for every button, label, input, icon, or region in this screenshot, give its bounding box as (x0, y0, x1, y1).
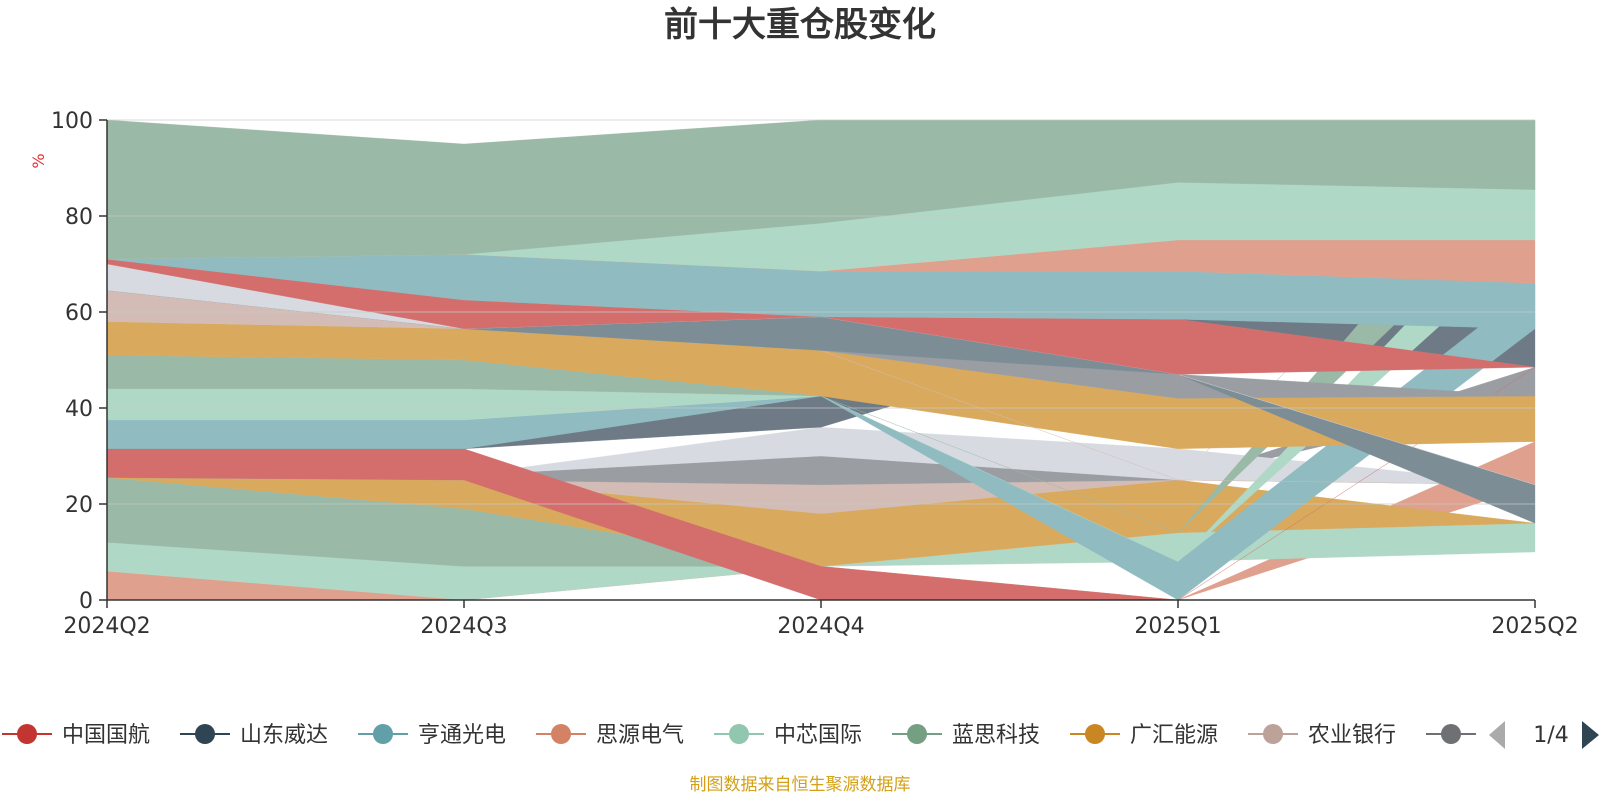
y-tick-label: 80 (65, 205, 93, 230)
legend-marker-icon (551, 724, 571, 744)
legend-item: 蓝思科技 (892, 723, 1040, 748)
x-tick-label: 2024Q3 (420, 614, 507, 639)
legend-marker-icon (373, 724, 393, 744)
y-tick-label: 60 (65, 301, 93, 326)
x-tick-label: 2025Q2 (1491, 614, 1578, 639)
legend: 中国国航 山东威达 亨通光电 思源电气 中芯国际 蓝思科技 广汇能源 农业银行 1/4 (2, 721, 1599, 749)
axes: 0 20 40 60 80 100 2024Q2 2024Q3 2024Q4 2025Q1 2025… (51, 109, 1579, 639)
legend-label: 中芯国际 (774, 723, 862, 748)
legend-items: 中国国航 山东威达 亨通光电 思源电气 中芯国际 蓝思科技 广汇能源 农业银行 (2, 723, 1476, 748)
legend-label: 广汇能源 (1130, 723, 1218, 748)
y-tick-label: 0 (79, 589, 93, 614)
legend-marker-icon (729, 724, 749, 744)
legend-label: 亨通光电 (418, 723, 506, 748)
plot-area (106, 119, 1536, 601)
legend-label: 农业银行 (1308, 723, 1396, 748)
pager-label: 1/4 (1533, 723, 1568, 748)
legend-item: 广汇能源 (1070, 723, 1218, 748)
y-tick-label: 20 (65, 493, 93, 518)
legend-item: 山东威达 (180, 723, 328, 748)
legend-marker-icon (17, 724, 37, 744)
x-tick-label: 2024Q2 (63, 614, 150, 639)
legend-label: 思源电气 (596, 723, 684, 748)
legend-marker-icon (1085, 724, 1105, 744)
area-band-8 (106, 366, 1536, 601)
legend-item: 农业银行 (1248, 723, 1396, 748)
legend-marker-icon (1441, 724, 1461, 744)
y-axis-unit: % (29, 153, 48, 168)
pager-next-icon[interactable] (1582, 721, 1599, 749)
legend-item (1426, 724, 1476, 744)
legend-marker-icon (1263, 724, 1283, 744)
y-tick-label: 40 (65, 397, 93, 422)
pager-prev-icon[interactable] (1489, 721, 1505, 749)
area-band-22 (106, 119, 1536, 260)
x-tick-label: 2024Q4 (777, 614, 864, 639)
legend-item: 亨通光电 (358, 723, 506, 748)
legend-label: 中国国航 (62, 723, 150, 748)
data-source-footer: 制图数据来自恒生聚源数据库 (690, 775, 911, 795)
legend-marker-icon (195, 724, 215, 744)
legend-marker-icon (907, 724, 927, 744)
x-tick-label: 2025Q1 (1134, 614, 1221, 639)
legend-pager: 1/4 (1489, 721, 1599, 749)
legend-item: 中国国航 (2, 723, 150, 748)
y-tick-label: 100 (51, 109, 93, 134)
legend-item: 思源电气 (536, 723, 684, 748)
legend-label: 山东威达 (240, 723, 328, 748)
chart-title: 前十大重仓股变化 (664, 5, 936, 45)
legend-item: 中芯国际 (714, 723, 862, 748)
legend-label: 蓝思科技 (952, 723, 1040, 748)
